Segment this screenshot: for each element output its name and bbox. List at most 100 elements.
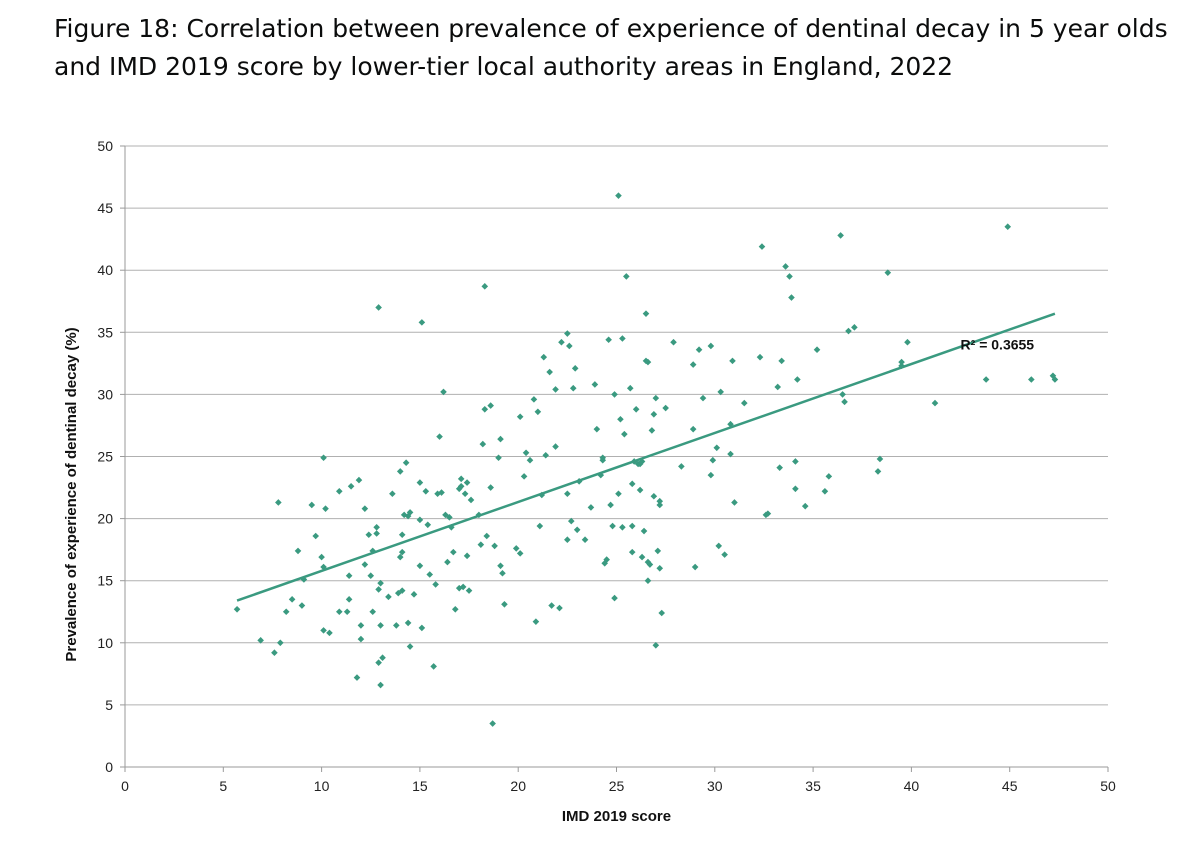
- data-point: [593, 425, 601, 433]
- data-point: [457, 483, 465, 490]
- data-point: [782, 263, 789, 270]
- data-point: [375, 304, 382, 311]
- r-squared-label: R² = 0.3655: [961, 337, 1035, 353]
- data-point: [516, 550, 524, 557]
- data-point: [638, 553, 646, 561]
- data-point: [424, 521, 432, 529]
- data-point: [308, 501, 316, 509]
- y-tick-label: 20: [97, 511, 113, 527]
- y-tick-label: 45: [97, 200, 113, 216]
- x-tick-label: 25: [609, 778, 625, 794]
- data-point: [898, 358, 905, 366]
- data-point: [389, 490, 396, 498]
- data-point: [353, 674, 361, 681]
- data-point: [463, 479, 471, 486]
- data-point: [567, 517, 575, 525]
- data-point: [605, 336, 612, 344]
- data-point: [233, 605, 241, 613]
- data-point: [644, 358, 652, 366]
- x-tick-label: 45: [1002, 778, 1018, 794]
- data-point: [457, 475, 465, 483]
- data-point: [786, 273, 793, 280]
- data-point: [931, 399, 939, 407]
- data-point: [546, 368, 553, 376]
- data-point: [538, 491, 546, 499]
- data-point: [839, 391, 846, 398]
- data-point: [621, 430, 628, 438]
- data-point: [727, 450, 734, 458]
- data-point: [532, 618, 540, 625]
- data-point: [628, 480, 636, 488]
- data-point: [609, 522, 616, 530]
- data-point: [821, 487, 829, 495]
- data-point: [497, 562, 504, 570]
- data-point: [778, 357, 785, 365]
- data-point: [691, 563, 699, 571]
- data-point: [717, 388, 724, 396]
- x-tick-label: 20: [510, 778, 526, 794]
- data-point: [335, 608, 343, 616]
- data-point: [530, 396, 538, 403]
- data-point: [628, 548, 636, 556]
- data-point: [695, 346, 703, 353]
- data-point: [656, 501, 664, 509]
- data-point: [601, 560, 609, 567]
- x-axis-title: IMD 2019 score: [562, 808, 671, 825]
- data-point: [434, 490, 441, 498]
- gridlines: [125, 145, 1108, 706]
- data-points: [233, 192, 1059, 727]
- data-point: [396, 553, 404, 561]
- y-tick-label: 50: [97, 138, 113, 154]
- data-point: [591, 381, 599, 388]
- data-point: [689, 361, 697, 368]
- data-point: [406, 509, 414, 516]
- data-point: [534, 408, 542, 416]
- data-point: [467, 496, 475, 504]
- data-point: [632, 406, 640, 413]
- data-point: [497, 435, 504, 443]
- x-tick-label: 40: [904, 778, 920, 794]
- data-point: [626, 384, 634, 392]
- data-point: [792, 458, 799, 465]
- data-point: [813, 346, 821, 353]
- data-point: [599, 454, 607, 462]
- data-point: [825, 473, 833, 480]
- data-point: [623, 273, 630, 280]
- data-point: [788, 294, 795, 301]
- data-point: [444, 558, 451, 566]
- data-point: [361, 561, 369, 568]
- y-tick-label: 25: [97, 449, 113, 465]
- data-point: [398, 587, 406, 594]
- data-point: [416, 562, 424, 570]
- data-point: [650, 410, 658, 418]
- data-point: [884, 269, 892, 276]
- data-point: [461, 490, 469, 498]
- data-point: [650, 492, 658, 500]
- data-point: [375, 586, 382, 593]
- data-point: [615, 490, 622, 498]
- data-point: [394, 589, 402, 597]
- x-tick-label: 10: [314, 778, 330, 794]
- data-point: [495, 454, 502, 462]
- data-point: [483, 532, 491, 540]
- data-point: [385, 593, 392, 601]
- data-point: [1028, 376, 1035, 383]
- data-point: [552, 386, 559, 393]
- data-point: [581, 536, 589, 544]
- data-point: [1004, 223, 1012, 231]
- data-point: [662, 404, 669, 412]
- data-point: [282, 608, 290, 616]
- data-point: [619, 523, 626, 531]
- data-point: [851, 324, 858, 331]
- data-point: [644, 577, 652, 584]
- data-point: [430, 663, 437, 670]
- data-point: [369, 608, 377, 616]
- data-point: [628, 522, 636, 530]
- data-point: [564, 536, 571, 544]
- data-point: [271, 649, 278, 657]
- data-point: [404, 619, 412, 627]
- data-point: [440, 388, 447, 396]
- data-point: [318, 553, 325, 561]
- data-point: [335, 487, 343, 495]
- data-point: [516, 413, 524, 421]
